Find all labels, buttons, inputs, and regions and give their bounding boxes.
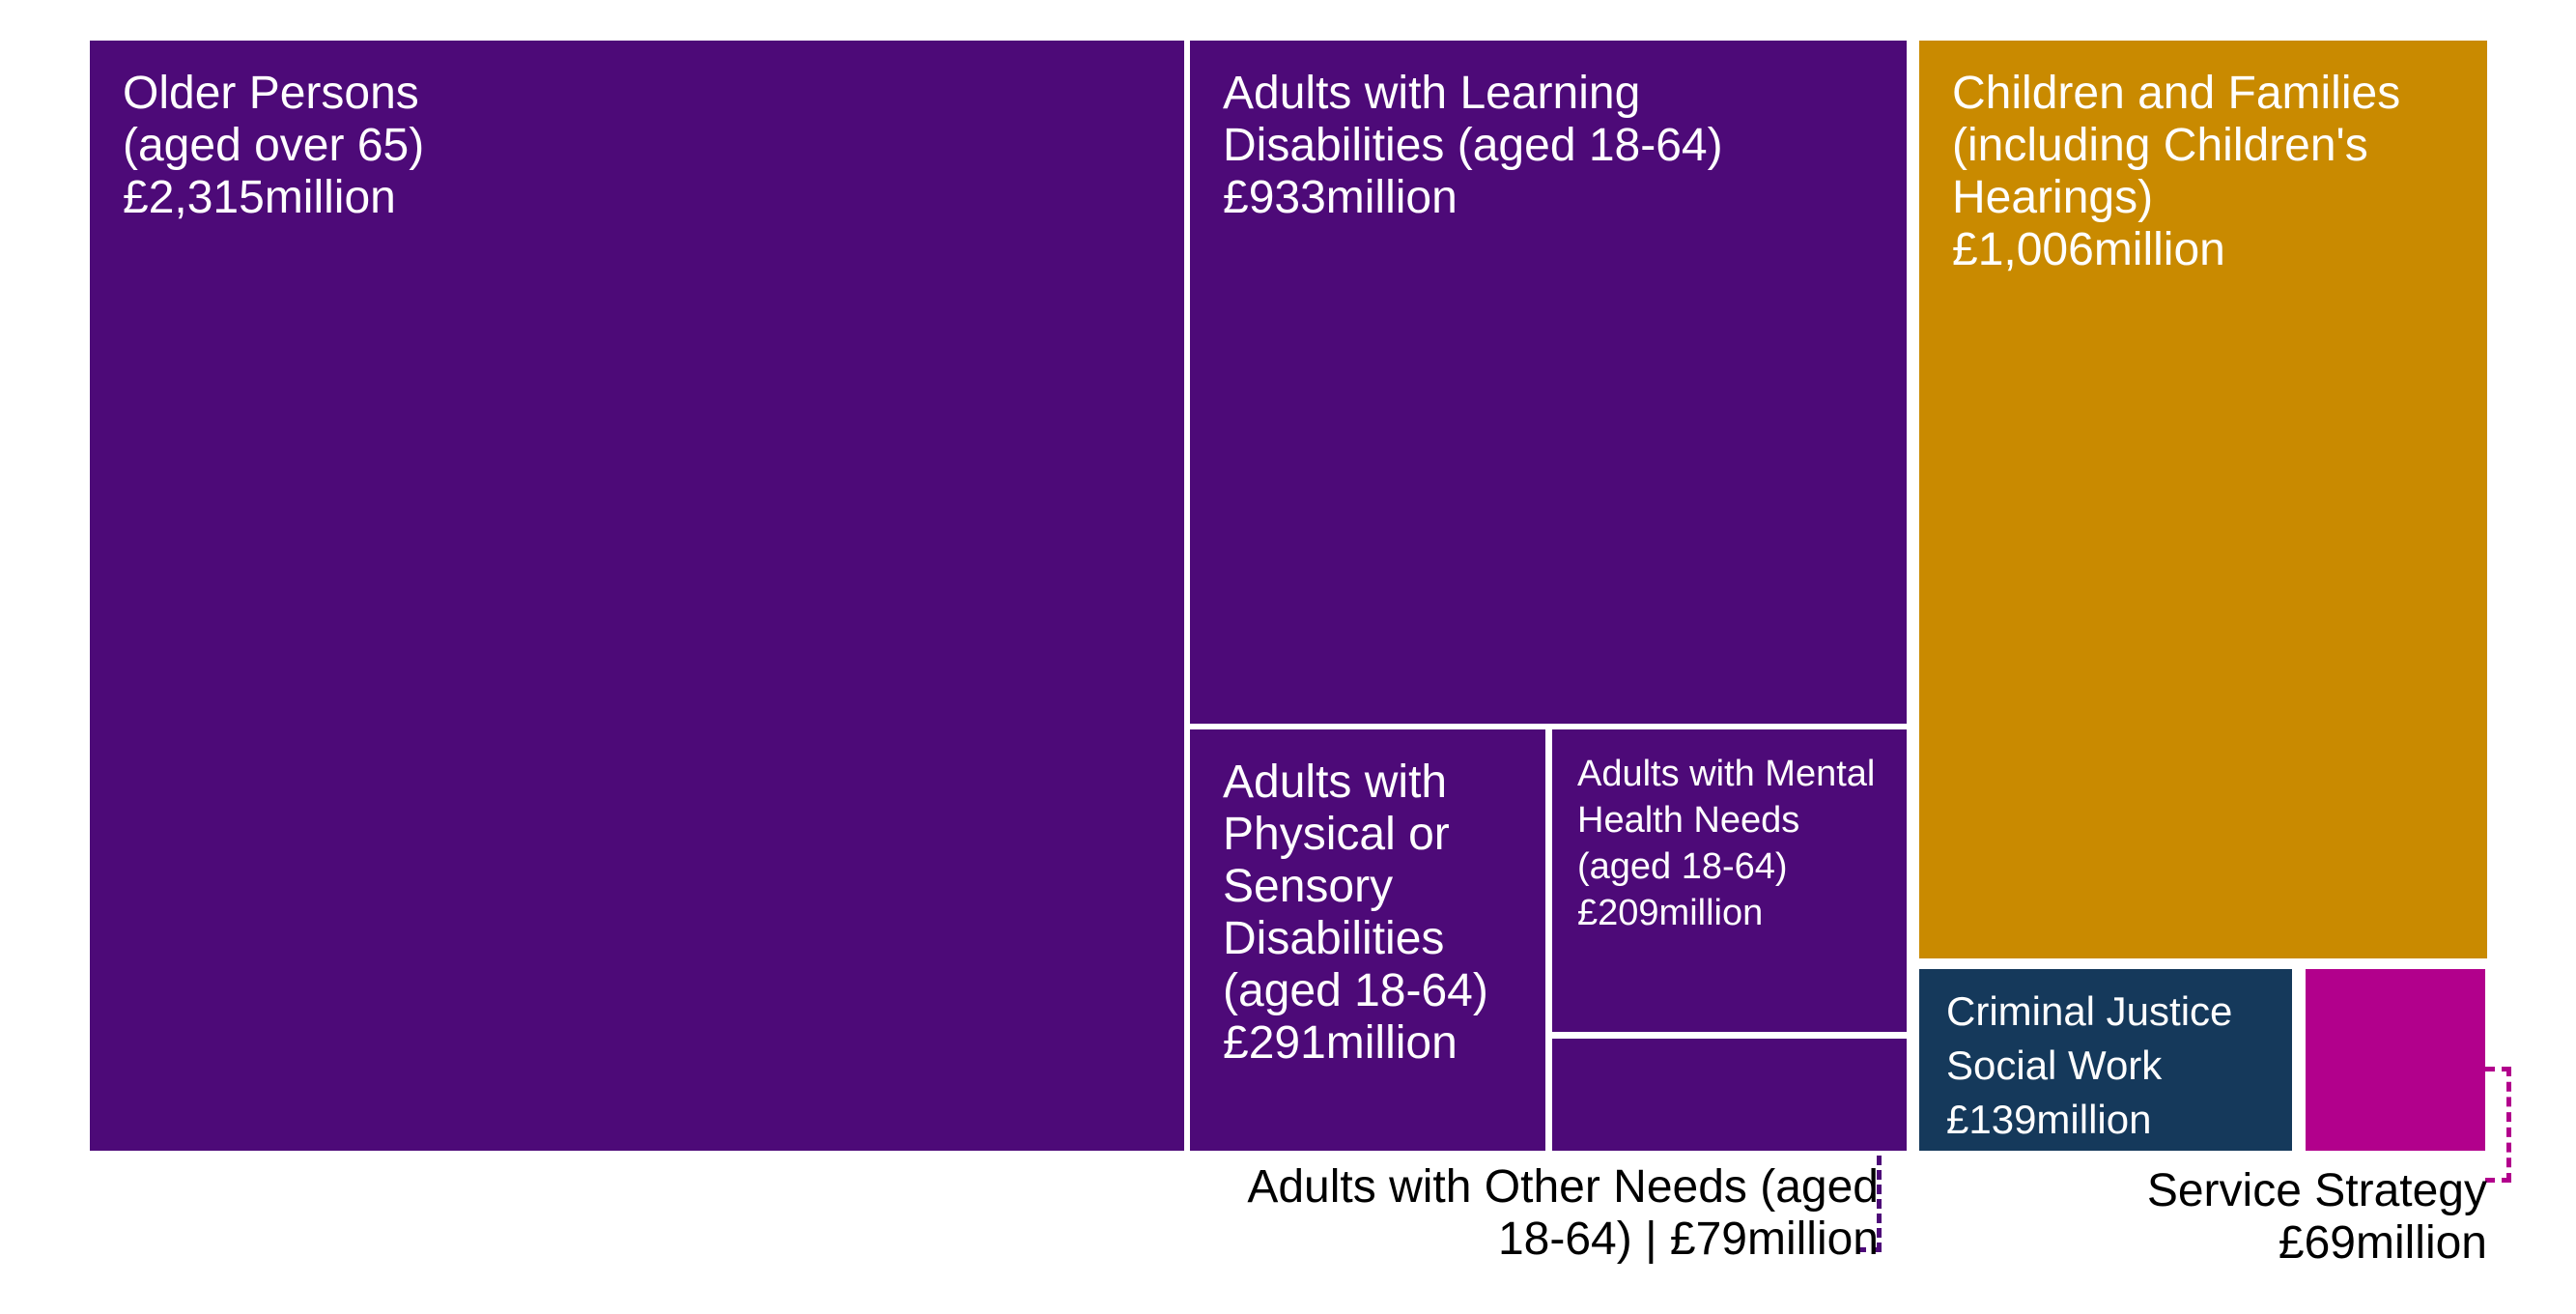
cell-label-line: Health Needs [1577,800,1800,841]
cell-learning-disabilities: Adults with Learning Disabilities (aged 1… [1190,41,1907,724]
cell-label-line: £1,006million [1952,224,2225,275]
cell-label-line: Adults with Mental [1577,754,1876,794]
cell-label-line: (aged over 65) [123,120,425,171]
cell-label-line: (including Children's [1952,120,2368,171]
other-needs-label-line1: Adults with Other Needs (aged [1247,1161,1879,1213]
service-strategy-connector [2485,1067,2511,1183]
service-strategy-label-line1: Service Strategy [2146,1165,2487,1216]
cell-label-line: £2,315million [123,172,396,223]
cell-label-line: Sensory [1223,861,1394,912]
cell-criminal-justice-social-work: Criminal Justice Social Work £139million [1919,969,2292,1151]
cell-older-persons: Older Persons (aged over 65) £2,315million [90,41,1184,1151]
cell-label-line: Children and Families [1952,68,2401,119]
cell-label-line: Criminal Justice [1946,988,2233,1034]
other-needs-label-line2: 18-64) | £79million [1497,1214,1879,1265]
service-strategy-label-line2: £69million [2278,1217,2487,1269]
cell-label-line: Adults with [1223,757,1448,808]
cell-label-line: Older Persons [123,68,419,119]
cell-label-line: Hearings) [1952,172,2154,223]
cell-label-line: (aged 18-64) [1223,965,1488,1016]
cell-children-and-families: Children and Families (including Children… [1919,41,2487,958]
cell-label-line: £291million [1223,1017,1458,1069]
cell-label-line: Social Work [1946,1043,2163,1088]
cell-other-needs [1552,1039,1907,1151]
cell-label-line: (aged 18-64) [1577,846,1788,887]
cell-label-line: Adults with Learning [1223,68,1641,119]
cell-label-line: £139million [1946,1097,2152,1142]
service-strategy-label: Service Strategy £69million [2147,1165,2487,1270]
other-needs-connector [1856,1156,1882,1252]
cell-service-strategy [2306,969,2485,1151]
cell-label-line: £209million [1577,893,1764,933]
cell-label-line: £933million [1223,172,1458,223]
cell-label-line: Disabilities (aged 18-64) [1223,120,1723,171]
other-needs-label: Adults with Other Needs (aged 18-64) | £… [1247,1161,1879,1266]
cell-physical-sensory-disabilities: Adults with Physical or Sensory Disabilitie… [1190,729,1545,1151]
cell-label-line: Physical or [1223,809,1450,860]
cell-label-line: Disabilities [1223,913,1445,964]
cell-mental-health-needs: Adults with Mental Health Needs (aged 18-6… [1552,729,1907,1032]
